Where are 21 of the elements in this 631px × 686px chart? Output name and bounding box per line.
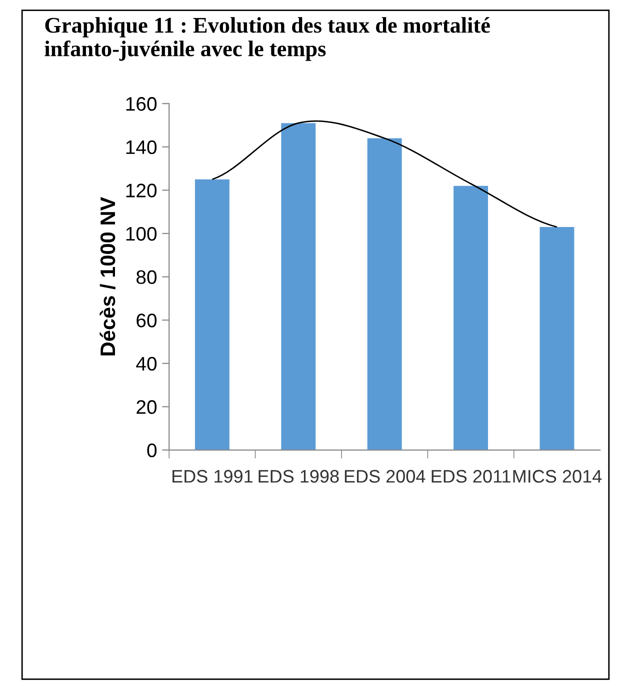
x-tick-label: EDS 1991	[172, 470, 252, 483]
y-tick-label: 120	[126, 184, 157, 198]
bar	[367, 138, 402, 450]
y-tick-label: 160	[126, 97, 157, 111]
x-tick-label: EDS 2011	[432, 470, 510, 483]
chart-title: Graphique 11 : Evolution des taux de mortalité infanto-juvénile avec le temps	[44, 17, 490, 61]
bar	[540, 227, 574, 450]
bar	[454, 186, 488, 450]
y-tick-label: 80	[136, 270, 157, 284]
x-tick-label: MICS 2014	[513, 470, 602, 483]
bar	[194, 179, 230, 450]
y-tick-label: 0	[147, 443, 157, 458]
y-axis-title: Décès / 1000 NV	[100, 197, 116, 356]
bar	[281, 123, 316, 450]
x-tick-label: EDS 1998	[258, 470, 339, 483]
y-tick-label: 100	[126, 226, 157, 241]
x-tick-label: EDS 2004	[344, 470, 426, 483]
y-tick-label: 140	[126, 140, 157, 154]
y-tick-label: 60	[136, 314, 157, 328]
y-tick-label: 20	[136, 400, 157, 414]
y-tick-label: 40	[136, 356, 157, 371]
